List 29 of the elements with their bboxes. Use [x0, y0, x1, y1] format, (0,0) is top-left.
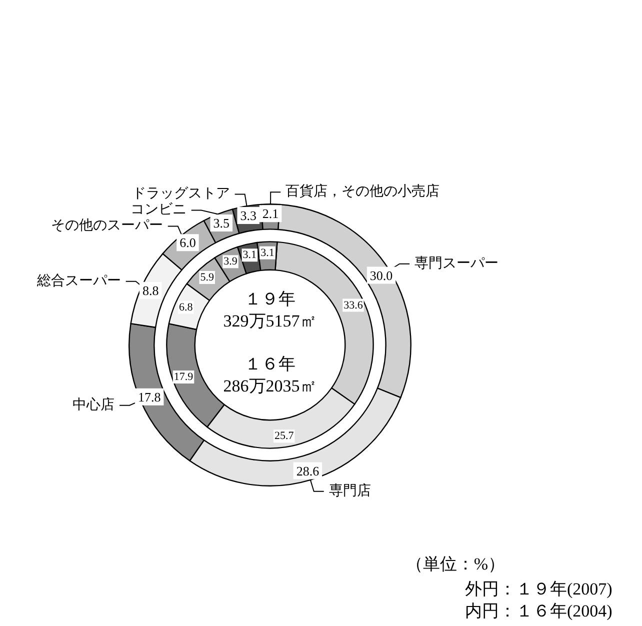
slice-label: ドラッグストア [132, 186, 230, 202]
slice-label: 百貨店，その他の小売店 [286, 184, 440, 200]
data-label: 3.9 [224, 256, 238, 268]
data-label: 3.1 [260, 246, 274, 259]
slice-label: コンビニ [130, 202, 186, 218]
data-label: 6.0 [180, 235, 196, 250]
data-label: 17.8 [138, 389, 161, 404]
data-label: 2.1 [262, 206, 279, 222]
data-label: 3.1 [242, 249, 257, 262]
slice-label: 総合スーパー [36, 272, 121, 289]
slice-label: 中心店 [72, 396, 115, 413]
text: １９年 329万5157㎡ [223, 290, 317, 330]
data-label: 6.8 [178, 301, 194, 314]
data-label: 3.5 [213, 215, 230, 230]
text: １６年 286万2035㎡ [223, 354, 317, 396]
text: （単位：%） [406, 554, 505, 574]
data-label: 5.9 [200, 272, 215, 284]
slice-label: その他のスーパー [50, 218, 163, 234]
data-label: 25.7 [274, 430, 294, 442]
slice-label: 専門店 [328, 482, 371, 499]
data-label: 17.9 [174, 370, 194, 383]
data-label: 3.3 [240, 208, 256, 223]
data-label: 33.6 [344, 299, 364, 312]
data-label: 30.0 [370, 268, 393, 283]
slice-label: 専門スーパー [414, 255, 499, 272]
text: 内円：１６年(2004) [465, 602, 612, 620]
text: 外円：１９年(2007) [465, 580, 612, 598]
data-label: 28.6 [296, 463, 320, 478]
data-label: 8.8 [142, 282, 159, 298]
